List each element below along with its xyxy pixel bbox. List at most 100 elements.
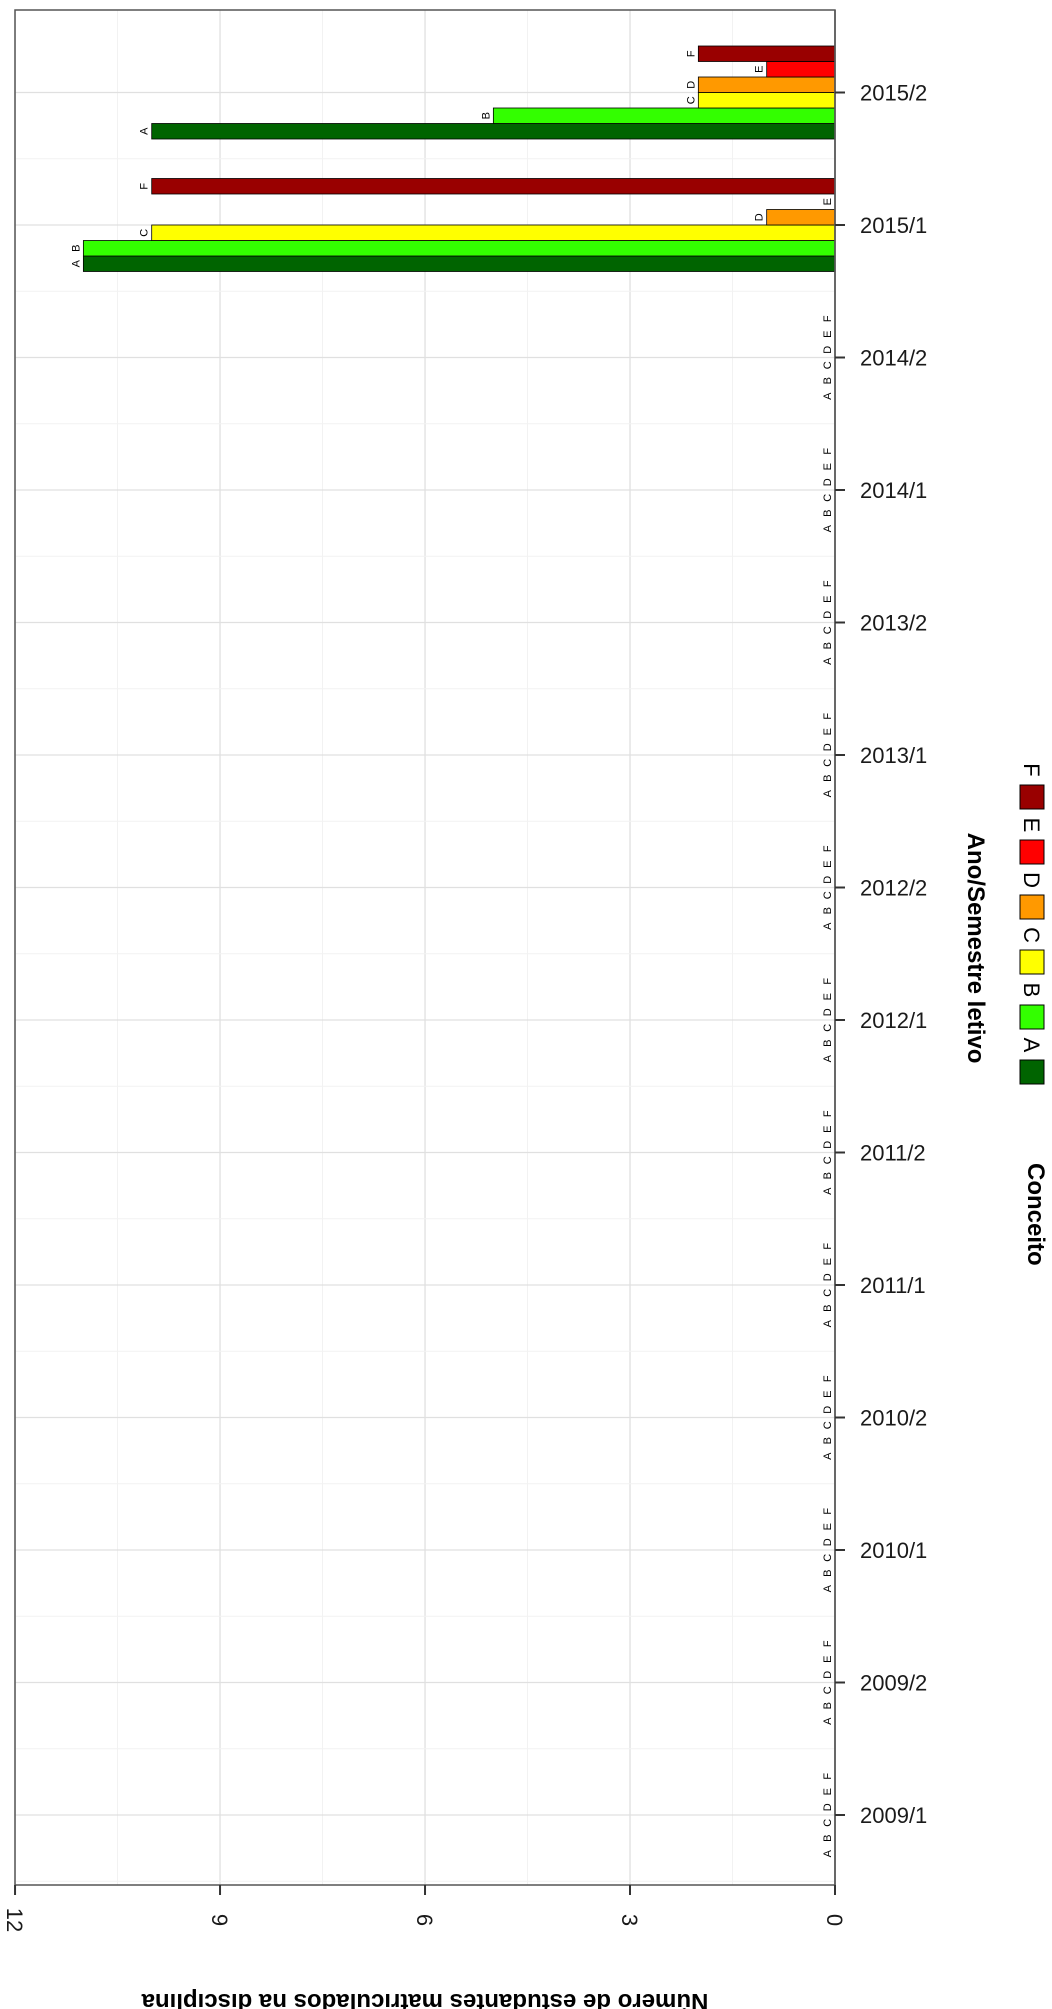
legend-title: Conceito [1022, 1163, 1049, 1266]
bar-label: F [822, 1640, 834, 1647]
bar-label: C [822, 1819, 834, 1827]
bar-label: D [822, 1406, 834, 1414]
category-tick-label: 2011/1 [860, 1273, 926, 1298]
bar-F-2015/2 [697, 45, 836, 62]
category-axis-title: Ano/Semestre letivo [962, 833, 989, 1064]
bar-label: C [822, 1554, 834, 1562]
bar-label: D [822, 478, 834, 486]
bar-label: C [822, 626, 834, 634]
bar-label: F [822, 1375, 834, 1382]
bar-label: F [822, 845, 834, 852]
bar-label: E [822, 728, 834, 735]
bar-label: B [822, 1040, 834, 1047]
bar-label: D [754, 213, 766, 221]
bar-label: E [822, 331, 834, 338]
category-axis: 2009/1 2009/2 2010/1 2010/2 2011/1 2011/2 2012… [834, 10, 927, 1885]
value-axis: 0 3 6 9 12 [2, 1885, 847, 1932]
category-tick-label: 2012/2 [860, 876, 927, 901]
bar-label: A [139, 127, 151, 135]
bar-label: F [822, 1243, 834, 1250]
bar-B-2015/1 [82, 240, 836, 257]
bar-label: E [822, 1391, 834, 1398]
bar-C-2015/2 [697, 92, 836, 109]
bar-label: D [822, 1538, 834, 1546]
bar-label: C [822, 1024, 834, 1032]
legend-swatch-B [1019, 1004, 1045, 1030]
category-tick-label: 2015/1 [860, 213, 927, 238]
legend: Conceito A B C D E F [1019, 763, 1049, 1265]
bar-label: A [822, 1717, 834, 1725]
bar-label: E [822, 1258, 834, 1265]
legend-label-A: A [1019, 1038, 1044, 1053]
bar-label: A [822, 524, 834, 532]
bar-label: C [822, 1686, 834, 1694]
legend-label-D: D [1019, 872, 1044, 888]
legend-swatch-A [1019, 1059, 1045, 1085]
bar-label: C [822, 1156, 834, 1164]
bar-label: E [822, 1126, 834, 1133]
bar-label: E [822, 861, 834, 868]
bar-label: B [822, 642, 834, 649]
bar-label: B [822, 377, 834, 384]
bar-label: F [139, 183, 151, 190]
bar-label: B [70, 245, 82, 252]
category-tick-label: 2015/2 [860, 81, 927, 106]
legend-label-C: C [1019, 927, 1044, 943]
bar-C-2015/1 [151, 224, 836, 241]
bar-label: A [822, 657, 834, 665]
bar-label: C [685, 96, 697, 104]
bar-label: F [822, 1110, 834, 1117]
category-tick-label: 2012/1 [860, 1008, 927, 1033]
legend-swatch-E [1019, 839, 1045, 865]
bar-label: F [822, 713, 834, 720]
bar-label: A [822, 1054, 834, 1062]
bar-label: D [822, 876, 834, 884]
bar-B-2015/2 [492, 107, 836, 124]
bar-F-2015/1 [151, 178, 836, 195]
value-tick-label: 12 [2, 1908, 27, 1932]
bar-label: A [822, 1319, 834, 1327]
bars [82, 45, 836, 272]
legend-label-E: E [1019, 818, 1044, 833]
bar-A-2015/1 [82, 255, 836, 272]
bar-label: B [822, 1305, 834, 1312]
value-tick-label: 6 [412, 1914, 437, 1926]
bar-label: E [822, 1656, 834, 1663]
bar-label: A [822, 789, 834, 797]
bar-label: D [822, 1141, 834, 1149]
legend-swatch-F [1019, 784, 1045, 810]
bar-label: E [822, 993, 834, 1000]
bar-label: E [822, 463, 834, 470]
bar-label: C [139, 229, 151, 237]
bar-label: E [822, 596, 834, 603]
bar-labels: ABCDEFABCDEFABCDEFABCDEFABCDEFABCDEFABCD… [70, 50, 834, 1857]
bar-label: D [822, 743, 834, 751]
legend-label-B: B [1019, 983, 1044, 998]
value-axis-title: Número de estudantes matriculados na dis… [141, 1988, 708, 2009]
legend-swatch-D [1019, 894, 1045, 920]
bar-label: F [685, 50, 697, 57]
bar-label: D [822, 1671, 834, 1679]
bar-label: C [822, 891, 834, 899]
category-tick-label: 2010/2 [860, 1406, 927, 1431]
legend-swatch-C [1019, 949, 1045, 975]
category-tick-label: 2014/2 [860, 346, 927, 371]
bar-label: A [822, 1187, 834, 1195]
bar-label: E [822, 1788, 834, 1795]
category-tick-label: 2009/1 [860, 1803, 927, 1828]
bar-label: F [822, 978, 834, 985]
bar-label: F [822, 315, 834, 322]
bar-label: C [822, 1421, 834, 1429]
bar-label: A [822, 922, 834, 930]
bar-label: D [822, 1273, 834, 1281]
bar-A-2015/2 [151, 123, 836, 140]
category-tick-label: 2010/1 [860, 1538, 927, 1563]
bar-D-2015/2 [697, 76, 836, 93]
category-tick-label: 2013/1 [860, 743, 927, 768]
bar-label: F [822, 580, 834, 587]
bar-label: A [822, 1452, 834, 1460]
category-tick-label: 2013/2 [860, 611, 927, 636]
bar-label: A [822, 392, 834, 400]
value-tick-label: 9 [207, 1914, 232, 1926]
